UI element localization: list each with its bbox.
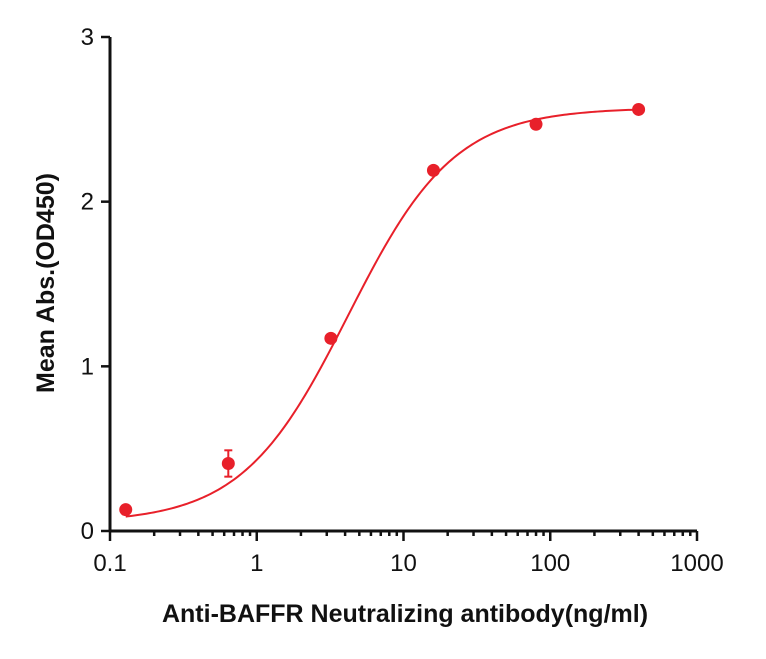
x-tick-label: 0.1 [93,550,126,577]
y-tick-label: 3 [81,24,94,51]
y-tick-label: 1 [81,353,94,380]
data-point [632,102,646,116]
data-point [221,456,235,470]
x-tick-label: 1000 [670,550,723,577]
data-point [529,117,543,131]
y-tick-label: 2 [81,189,94,216]
data-point [426,163,440,177]
x-axis-title: Anti-BAFFR Neutralizing antibody(ng/ml) [162,600,648,628]
data-point [324,331,338,345]
y-ticks: 0 1 2 3 [81,24,110,545]
data-points [119,102,646,517]
x-ticks: 0.1 1 10 100 1000 [93,531,724,577]
y-axis-title: Mean Abs.(OD450) [32,173,60,393]
x-tick-label: 1 [250,550,263,577]
x-tick-label: 100 [530,550,570,577]
y-tick-label: 0 [81,518,94,545]
fit-curve [125,108,639,518]
data-point [119,503,133,517]
x-tick-label: 10 [390,550,417,577]
